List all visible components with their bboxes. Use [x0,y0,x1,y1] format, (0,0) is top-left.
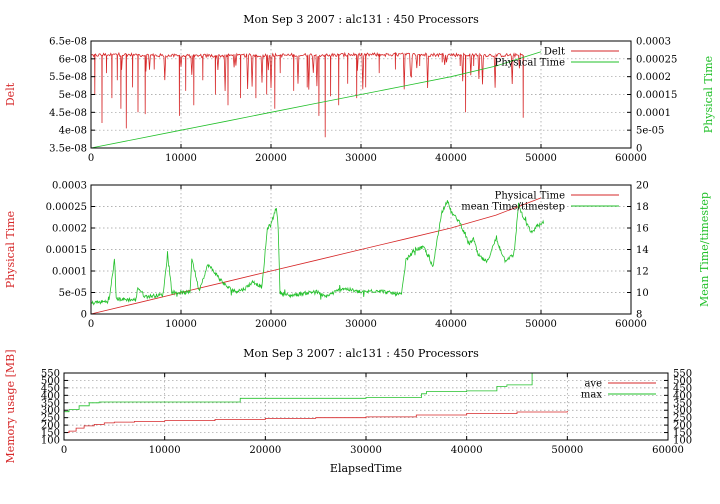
y-tick-label: 5e-05 [59,288,87,299]
y2-tick-label: 550 [673,369,692,380]
y2-tick-label: 0.0002 [636,72,671,83]
y-tick-label: 6.5e-08 [49,37,87,48]
y-axis-label: Memory usage [MB] [4,349,17,463]
y2-tick-label: 100 [673,436,692,447]
y2-axis-label: Mean Time/timestep [698,192,711,307]
y-tick-label: 150 [41,428,60,439]
y2-tick-label: 300 [673,406,692,417]
y2-tick-label: 20 [636,181,649,192]
y-tick-label: 350 [41,398,60,409]
x-tick-label: 0 [88,153,94,164]
y-tick-label: 3.5e-08 [49,144,87,155]
y-tick-label: 100 [41,436,60,447]
y-tick-label: 450 [41,383,60,394]
legend-label-ave: ave [584,379,602,390]
y2-tick-label: 0 [636,144,642,155]
x-tick-label: 10000 [149,445,181,456]
chart-title: Mon Sep 3 2007 : alc131 : 450 Processors [243,13,479,26]
legend-label-physical-time: Physical Time [495,58,565,69]
y-tick-label: 0.00015 [46,245,87,256]
legend-label-mean-time-timestep: mean Time/timestep [461,202,565,213]
y-tick-label: 0.00025 [46,202,87,213]
x-tick-label: 50000 [551,445,583,456]
x-tick-label: 60000 [615,319,647,330]
y-tick-label: 5.5e-08 [49,72,87,83]
y-tick-label: 250 [41,413,60,424]
x-tick-label: 0 [88,319,94,330]
x-tick-label: 20000 [255,319,287,330]
y-tick-label: 5e-08 [59,90,87,101]
series-line-ave [64,411,568,433]
series-line-max [64,372,568,413]
x-tick-label: 40000 [435,153,467,164]
y-tick-label: 0 [81,310,87,321]
x-tick-label: 10000 [165,153,197,164]
chart-panel-1: 0 10000 20000 30000 40000 50000 60000 3.5e-08 4e… [4,13,715,164]
y-tick-label: 6e-08 [59,54,87,65]
y2-tick-label: 350 [673,398,692,409]
x-tick-label: 30000 [345,319,377,330]
legend-label-delt: Delt [544,47,565,58]
y-tick-label: 200 [41,421,60,432]
x-tick-label: 60000 [652,445,684,456]
x-tick-label: 20000 [249,445,281,456]
y2-tick-label: 450 [673,383,692,394]
y2-tick-label: 18 [636,202,649,213]
x-tick-label: 40000 [451,445,483,456]
legend-label-physical-time: Physical Time [495,191,565,202]
y-tick-label: 300 [41,406,60,417]
chart-panel-2: 0 10000 20000 30000 40000 50000 60000 0 5e-05 0.0… [4,181,711,331]
x-tick-label: 30000 [350,445,382,456]
y2-axis-label: Physical Time [702,56,715,133]
y2-tick-label: 500 [673,376,692,387]
series-line-physical-time [90,197,542,315]
y-tick-label: 550 [41,369,60,380]
y-tick-label: 400 [41,391,60,402]
y2-tick-label: 400 [673,391,692,402]
y-tick-label: 4e-08 [59,126,87,137]
y2-tick-label: 14 [636,245,649,256]
x-tick-label: 60000 [615,153,647,164]
legend-label-max: max [581,390,602,401]
y2-tick-label: 0.00015 [636,90,677,101]
x-tick-label: 50000 [525,153,557,164]
x-tick-label: 30000 [345,153,377,164]
chart-panel-3: 0 10000 20000 30000 40000 50000 60000100150200… [4,347,692,475]
series-line-delt [90,51,524,138]
y2-tick-label: 16 [636,224,649,235]
y-tick-label: 0.0002 [52,224,87,235]
y2-tick-label: 12 [636,267,649,278]
y-tick-label: 0.0001 [52,267,87,278]
y2-tick-label: 0.0003 [636,37,671,48]
y-tick-label: 4.5e-08 [49,108,87,119]
y2-tick-label: 0.0001 [636,108,671,119]
y-axis-label: Delt [4,82,17,106]
y2-tick-label: 10 [636,288,649,299]
y2-tick-label: 250 [673,413,692,424]
y-axis-label: Physical Time [4,211,17,288]
y2-tick-label: 150 [673,428,692,439]
x-axis-label: ElapsedTime [330,462,402,475]
x-tick-label: 20000 [255,153,287,164]
series-line-mean-time-timestep [91,200,545,306]
y2-tick-label: 8 [636,310,642,321]
series-line-physical-time [90,51,542,149]
x-tick-label: 0 [61,445,67,456]
x-tick-label: 40000 [435,319,467,330]
y2-tick-label: 0.00025 [636,54,677,65]
y-tick-label: 500 [41,376,60,387]
x-tick-label: 10000 [165,319,197,330]
y2-tick-label: 200 [673,421,692,432]
y2-tick-label: 5e-05 [636,126,664,137]
chart-title: Mon Sep 3 2007 : alc131 : 450 Processors [243,347,479,360]
y-tick-label: 0.0003 [52,181,87,192]
x-tick-label: 50000 [525,319,557,330]
